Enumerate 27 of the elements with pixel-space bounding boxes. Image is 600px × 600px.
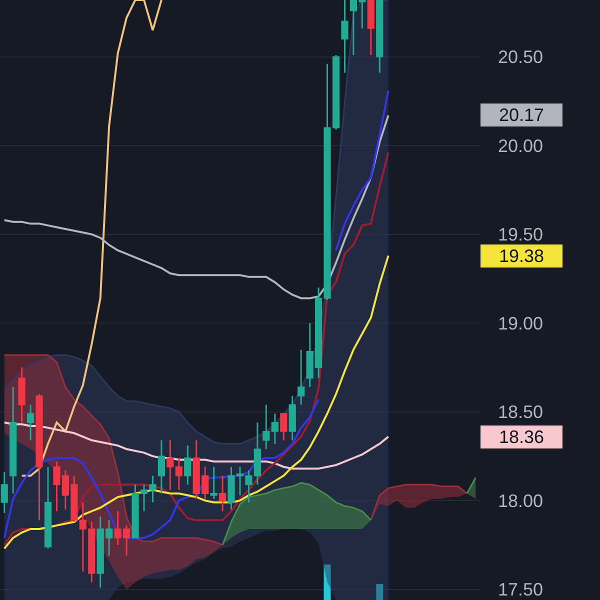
y-tick-label: 19.00 <box>498 313 544 334</box>
candlestick <box>184 444 192 486</box>
candlestick <box>26 404 34 441</box>
y-tick-label: 18.00 <box>498 490 544 511</box>
line-series <box>3 152 390 546</box>
candlestick <box>0 471 8 514</box>
candlestick <box>271 412 278 445</box>
y-tick-label: 18.50 <box>498 402 544 422</box>
text: 20.17 <box>498 105 544 125</box>
candlestick <box>210 466 218 500</box>
line-series <box>3 114 390 300</box>
line-series <box>20 0 162 477</box>
candlestick <box>262 404 270 450</box>
candlestick <box>341 0 348 74</box>
text: 18.36 <box>498 427 544 447</box>
y-tick-label: 20.50 <box>498 47 544 68</box>
y-tick-label: 20.00 <box>498 136 544 156</box>
candlestick <box>218 474 226 512</box>
candlestick <box>158 439 166 494</box>
candlestick <box>175 457 182 491</box>
y-tick-label: 19.50 <box>498 224 544 245</box>
candlestick <box>166 439 174 491</box>
candlestick <box>298 348 305 406</box>
candlestick <box>280 412 288 441</box>
line-series <box>3 254 390 550</box>
y-tick-label: 17.50 <box>498 580 544 600</box>
text: 19.38 <box>498 246 544 266</box>
